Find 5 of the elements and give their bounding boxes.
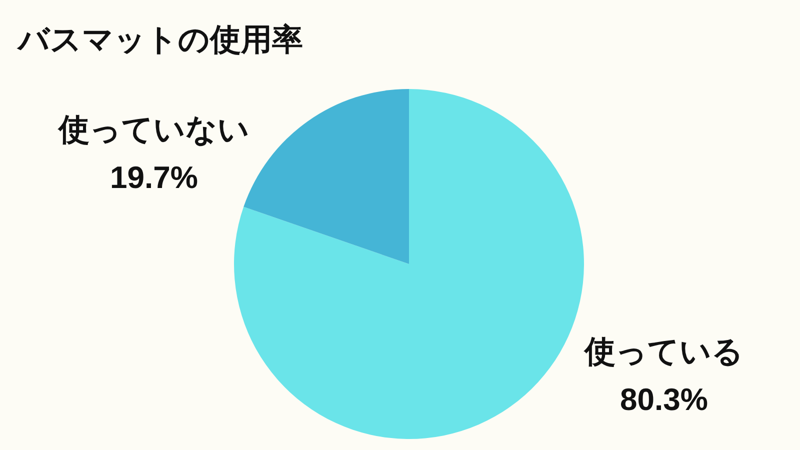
slice-label: 使っていない (58, 112, 250, 147)
chart-title: バスマットの使用率 (16, 22, 303, 57)
data-label: 19.7% (110, 160, 198, 195)
slice-label: 使っている (584, 334, 744, 370)
data-label: 80.3% (620, 382, 708, 418)
